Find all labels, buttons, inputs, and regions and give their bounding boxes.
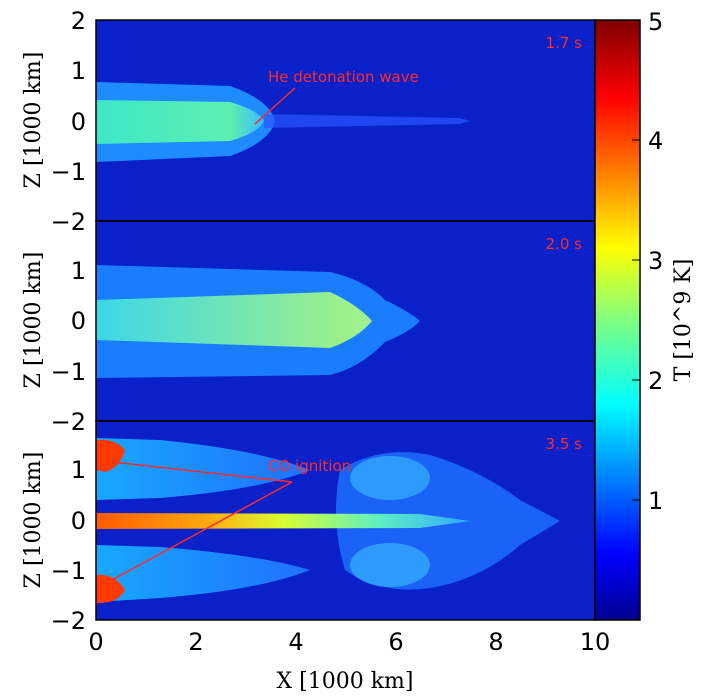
- panel-3-hotspot-upper: [96, 439, 125, 472]
- colorbar-tick: 5: [648, 8, 663, 36]
- colorbar-tick: 3: [648, 247, 663, 275]
- panel-2-time-label: 2.0 s: [546, 235, 583, 253]
- panel-2: [96, 221, 595, 421]
- panel-1-wake: [264, 114, 470, 128]
- y-tick: 0: [71, 307, 86, 335]
- panel-3-core: [96, 513, 470, 529]
- x-tick: 2: [188, 628, 203, 656]
- annotation-he-detonation-arrow: [254, 87, 296, 125]
- y-tick: −2: [51, 208, 86, 236]
- panel-2-y-ticks: 1 0 −1 −2: [51, 257, 86, 436]
- y-tick: 1: [71, 257, 86, 285]
- y-tick: −1: [51, 358, 86, 386]
- colorbar-label: T [10^9 K]: [671, 259, 696, 382]
- colorbar-tick: 2: [648, 367, 663, 395]
- panel-3-hotspot-lower: [96, 574, 125, 603]
- panel-1-plume: [96, 100, 264, 144]
- x-axis-label: X [1000 km]: [277, 669, 414, 694]
- panel-1-time-label: 1.7 s: [546, 34, 583, 52]
- y-tick: −1: [51, 557, 86, 585]
- panel-2-y-axis-label: Z [1000 km]: [21, 252, 46, 389]
- x-tick: 0: [88, 628, 103, 656]
- panel-3-upper-lobe: [96, 438, 310, 500]
- panel-3-turbulent-blob-lower: [350, 543, 430, 587]
- y-tick: 1: [71, 57, 86, 85]
- panel-3-turbulent-blob-upper: [350, 456, 430, 500]
- annotation-co-ignition: CO ignition: [268, 457, 351, 475]
- y-tick: 1: [71, 456, 86, 484]
- x-tick: 4: [288, 628, 303, 656]
- x-ticks: 0 2 4 6 8 10: [88, 628, 610, 656]
- annotation-co-ignition-arrow-lower: [111, 481, 293, 581]
- colorbar-tick: 1: [648, 487, 663, 515]
- colorbar-ticks: 5 4 3 2 1: [632, 8, 663, 515]
- colorbar: [594, 19, 641, 621]
- panel-1: [96, 20, 595, 221]
- panel-3: [96, 421, 595, 620]
- panel-2-plume: [96, 292, 372, 348]
- y-tick: −2: [51, 607, 86, 635]
- x-tick: 8: [488, 628, 503, 656]
- annotation-co-ignition-arrow-upper: [111, 461, 293, 483]
- colorbar-tick: 4: [648, 127, 663, 155]
- y-tick: 2: [71, 7, 86, 35]
- annotation-he-detonation: He detonation wave: [268, 68, 419, 86]
- panel-1-y-ticks: 2 1 0 −1 −2: [51, 7, 86, 236]
- panel-1-y-axis-label: Z [1000 km]: [21, 52, 46, 189]
- panel-3-time-label: 3.5 s: [546, 435, 583, 453]
- x-tick: 10: [580, 628, 611, 656]
- y-tick: 0: [71, 507, 86, 535]
- y-tick: 0: [71, 108, 86, 136]
- x-tick: 6: [388, 628, 403, 656]
- y-tick: −2: [51, 408, 86, 436]
- panel-3-y-axis-label: Z [1000 km]: [21, 452, 46, 589]
- y-tick: −1: [51, 158, 86, 186]
- panel-3-y-ticks: 1 0 −1 −2: [51, 456, 86, 635]
